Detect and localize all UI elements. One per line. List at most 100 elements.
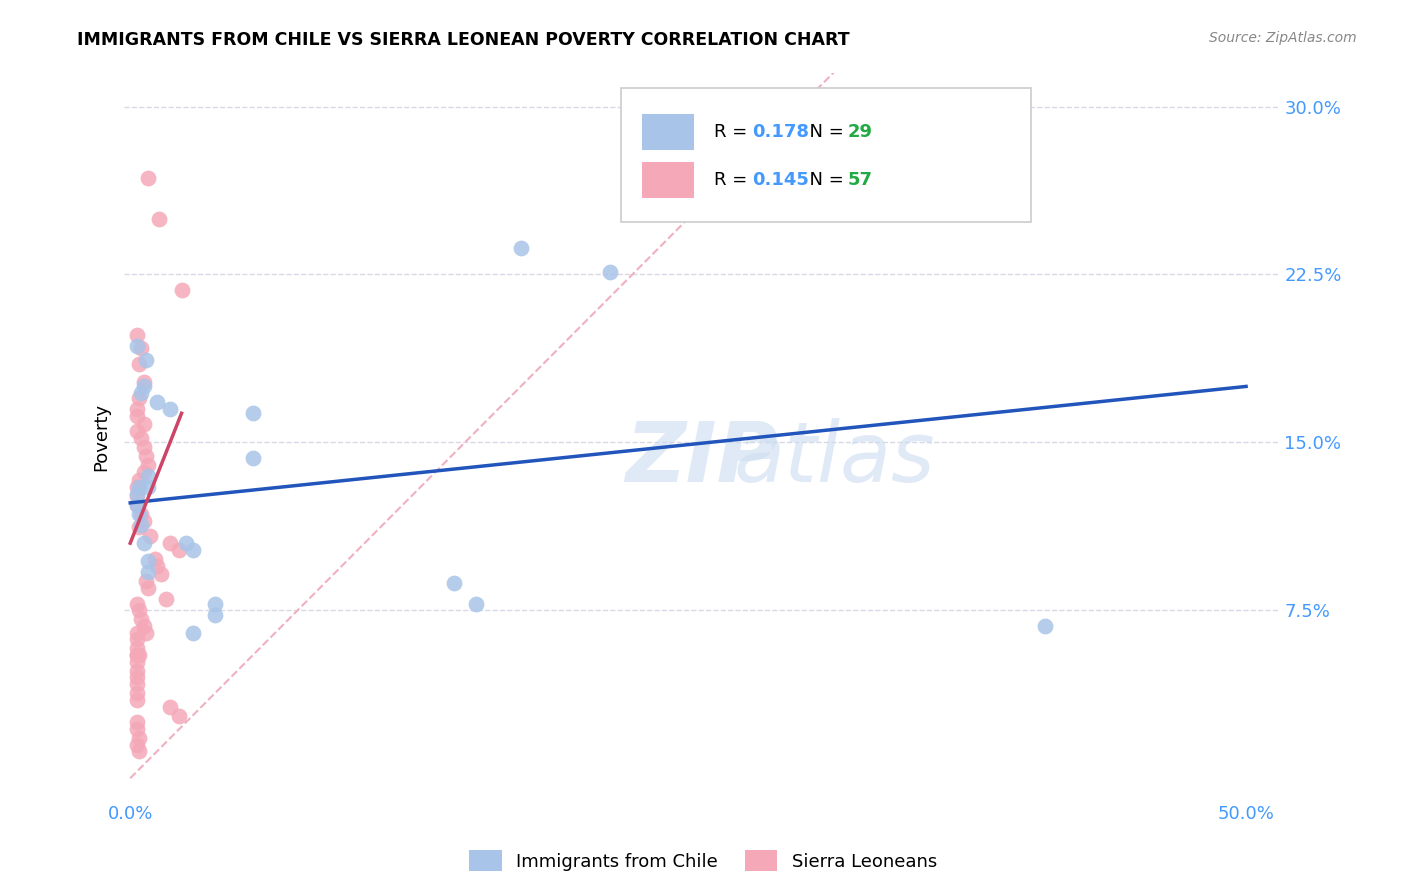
Point bbox=[125, 648, 148, 662]
Point bbox=[131, 431, 153, 445]
Point bbox=[132, 379, 155, 393]
Point bbox=[443, 576, 465, 591]
Point bbox=[1033, 619, 1056, 633]
Point bbox=[132, 440, 155, 454]
Point bbox=[135, 449, 157, 463]
Text: Source: ZipAtlas.com: Source: ZipAtlas.com bbox=[1209, 31, 1357, 45]
Point bbox=[242, 406, 264, 420]
Point bbox=[125, 489, 148, 503]
Text: 0.178: 0.178 bbox=[752, 123, 808, 141]
Point bbox=[509, 241, 531, 255]
Text: N =: N = bbox=[797, 171, 849, 189]
Point bbox=[159, 401, 181, 416]
Point bbox=[181, 542, 204, 557]
Point bbox=[465, 597, 488, 611]
Y-axis label: Poverty: Poverty bbox=[93, 402, 110, 471]
Point bbox=[128, 391, 150, 405]
Point bbox=[136, 171, 159, 186]
Point bbox=[128, 648, 150, 662]
Text: R =: R = bbox=[714, 123, 754, 141]
Point bbox=[131, 612, 153, 626]
Point bbox=[131, 386, 153, 401]
Point bbox=[155, 592, 177, 607]
Point bbox=[135, 625, 157, 640]
Point bbox=[125, 664, 148, 678]
Point bbox=[128, 480, 150, 494]
Point bbox=[136, 480, 159, 494]
Point bbox=[146, 558, 169, 573]
Point bbox=[125, 597, 148, 611]
Point bbox=[169, 542, 191, 557]
Point bbox=[125, 339, 148, 353]
FancyBboxPatch shape bbox=[620, 87, 1031, 222]
Point bbox=[128, 520, 150, 534]
Point bbox=[170, 283, 193, 297]
Point bbox=[125, 693, 148, 707]
Text: 29: 29 bbox=[848, 123, 873, 141]
Point bbox=[204, 597, 226, 611]
Point bbox=[132, 514, 155, 528]
Point bbox=[125, 715, 148, 730]
Point bbox=[131, 342, 153, 356]
Point bbox=[148, 211, 170, 226]
Point bbox=[136, 469, 159, 483]
Point bbox=[125, 487, 148, 501]
Point bbox=[131, 518, 153, 533]
Point bbox=[125, 327, 148, 342]
Point bbox=[128, 474, 150, 488]
Point bbox=[136, 554, 159, 568]
Point bbox=[800, 133, 823, 147]
Point bbox=[125, 632, 148, 647]
Point bbox=[132, 375, 155, 389]
Point bbox=[125, 498, 148, 512]
Point bbox=[132, 619, 155, 633]
Point bbox=[125, 655, 148, 669]
Point bbox=[146, 395, 169, 409]
Point bbox=[204, 607, 226, 622]
Point bbox=[128, 357, 150, 371]
Point bbox=[169, 708, 191, 723]
Point bbox=[125, 625, 148, 640]
Text: atlas: atlas bbox=[734, 418, 935, 500]
Point bbox=[128, 507, 150, 521]
Point bbox=[125, 648, 148, 662]
Point bbox=[599, 265, 621, 279]
Point bbox=[132, 465, 155, 479]
Point bbox=[125, 498, 148, 512]
Point bbox=[125, 641, 148, 656]
Point bbox=[136, 458, 159, 472]
Point bbox=[128, 603, 150, 617]
Point bbox=[125, 722, 148, 736]
Point bbox=[174, 536, 197, 550]
Point bbox=[136, 581, 159, 595]
Point bbox=[125, 677, 148, 691]
Point bbox=[150, 567, 173, 582]
Point bbox=[131, 507, 153, 521]
Point bbox=[125, 424, 148, 438]
Point bbox=[125, 409, 148, 423]
Point bbox=[132, 536, 155, 550]
Point bbox=[125, 480, 148, 494]
Text: 0.145: 0.145 bbox=[752, 171, 808, 189]
Bar bbox=[643, 114, 695, 150]
Point bbox=[128, 731, 150, 745]
Text: IMMIGRANTS FROM CHILE VS SIERRA LEONEAN POVERTY CORRELATION CHART: IMMIGRANTS FROM CHILE VS SIERRA LEONEAN … bbox=[77, 31, 851, 49]
Point bbox=[143, 551, 166, 566]
Point bbox=[159, 536, 181, 550]
Point bbox=[159, 699, 181, 714]
Point bbox=[132, 417, 155, 432]
Text: R =: R = bbox=[714, 171, 754, 189]
Point bbox=[136, 566, 159, 580]
Point bbox=[139, 529, 162, 543]
Point bbox=[128, 744, 150, 758]
Text: 57: 57 bbox=[848, 171, 873, 189]
Point bbox=[135, 352, 157, 367]
Point bbox=[181, 625, 204, 640]
Point bbox=[125, 401, 148, 416]
Bar bbox=[643, 162, 695, 198]
Point bbox=[125, 686, 148, 700]
Text: N =: N = bbox=[797, 123, 849, 141]
Point bbox=[135, 574, 157, 589]
Point bbox=[125, 738, 148, 752]
Point bbox=[125, 671, 148, 685]
